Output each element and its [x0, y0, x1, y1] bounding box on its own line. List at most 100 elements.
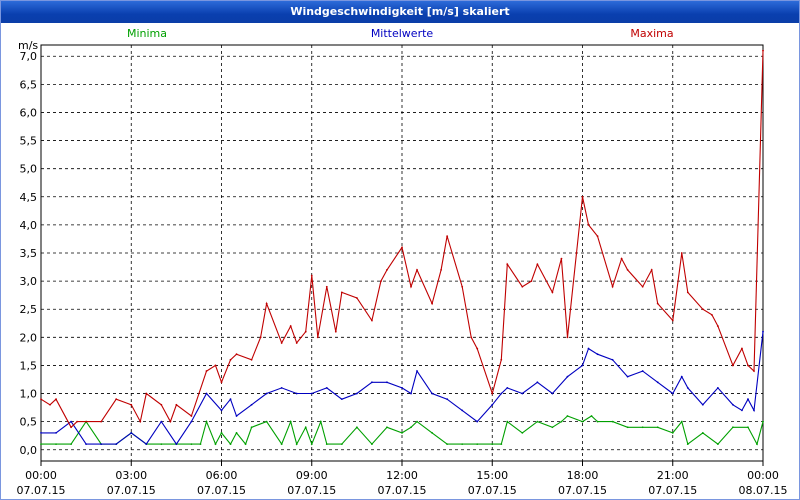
data-point-maxima: [220, 381, 223, 384]
data-point-mittelwerte: [100, 443, 103, 446]
y-tick-label: 5,5: [20, 135, 38, 148]
data-point-mittelwerte: [220, 409, 223, 412]
legend-minima: Minima: [127, 27, 167, 40]
data-point-minima: [641, 426, 644, 429]
data-point-maxima: [304, 330, 307, 333]
data-point-mittelwerte: [762, 330, 764, 333]
data-point-maxima: [265, 302, 268, 305]
data-point-maxima: [461, 285, 464, 288]
data-point-maxima: [753, 370, 755, 372]
data-point-mittelwerte: [596, 353, 599, 356]
data-point-mittelwerte: [160, 420, 163, 423]
data-point-maxima: [229, 358, 232, 361]
data-point-mittelwerte: [130, 431, 133, 434]
data-point-maxima: [139, 420, 142, 423]
data-point-mittelwerte: [410, 392, 412, 395]
data-point-minima: [626, 426, 629, 429]
data-point-mittelwerte: [506, 387, 509, 389]
series-line-minima: [41, 415, 764, 446]
wind-speed-chart: 0,0 0,5 1,0 1,5 2,0 2,5 3,0 3,5 4,0 4,5 5,0 5,5 6,0 6…: [17, 27, 788, 497]
data-point-maxima: [190, 415, 193, 417]
data-point-maxima: [205, 370, 208, 372]
data-point-maxima: [536, 263, 539, 266]
data-point-maxima: [259, 336, 262, 339]
data-point-maxima: [566, 336, 569, 339]
data-point-maxima: [431, 302, 433, 305]
data-point-mittelwerte: [235, 415, 238, 417]
data-point-maxima: [671, 319, 674, 322]
data-point-minima: [40, 443, 42, 446]
x-tick-time: 06:00: [206, 469, 238, 482]
data-point-mittelwerte: [551, 392, 554, 395]
data-point-maxima: [410, 285, 412, 288]
data-point-mittelwerte: [741, 409, 743, 412]
data-point-maxima: [250, 358, 253, 361]
x-tick-date: 07.07.15: [107, 484, 156, 497]
data-point-mittelwerte: [310, 392, 313, 395]
data-point-mittelwerte: [386, 381, 388, 384]
data-point-minima: [205, 420, 208, 423]
data-point-maxima: [160, 403, 163, 406]
data-point-minima: [671, 431, 674, 434]
data-point-minima: [160, 443, 163, 446]
data-point-maxima: [680, 252, 683, 254]
data-point-maxima: [575, 252, 578, 254]
data-point-mittelwerte: [145, 443, 148, 446]
data-point-minima: [250, 426, 253, 429]
data-point-maxima: [446, 235, 449, 238]
data-point-maxima: [355, 297, 358, 299]
y-tick-label: 0,0: [20, 444, 38, 457]
data-point-minima: [491, 443, 494, 446]
data-point-maxima: [506, 263, 509, 266]
data-point-maxima: [55, 398, 57, 401]
data-point-mittelwerte: [500, 392, 503, 395]
data-point-minima: [410, 426, 412, 429]
data-point-maxima: [235, 353, 238, 356]
data-point-maxima: [686, 291, 689, 294]
data-point-maxima: [500, 358, 503, 361]
y-tick-label: 7,0: [20, 50, 38, 63]
data-point-maxima: [100, 420, 103, 423]
series-line-mittelwerte: [41, 331, 764, 446]
y-tick-label: 3,0: [20, 275, 38, 288]
data-point-minima: [235, 431, 238, 434]
data-point-maxima: [334, 330, 337, 333]
x-tick-time: 18:00: [567, 469, 599, 482]
data-point-maxima: [295, 342, 298, 344]
data-point-maxima: [762, 49, 764, 52]
data-point-mittelwerte: [566, 375, 569, 378]
data-point-minima: [500, 443, 503, 446]
data-point-maxima: [40, 398, 42, 401]
y-tick-label: 3,5: [20, 247, 38, 260]
data-point-maxima: [340, 291, 343, 294]
data-point-maxima: [115, 398, 118, 401]
data-point-maxima: [316, 336, 319, 339]
data-point-minima: [416, 420, 418, 423]
data-point-minima: [431, 431, 433, 434]
data-point-minima: [295, 443, 298, 446]
data-point-maxima: [440, 268, 443, 271]
data-point-maxima: [716, 325, 719, 327]
data-point-minima: [701, 431, 704, 434]
data-point-minima: [310, 443, 313, 446]
legend-maxima: Maxima: [630, 27, 673, 40]
data-point-mittelwerte: [265, 392, 268, 395]
data-point-minima: [590, 415, 593, 417]
x-tick-time: 09:00: [296, 469, 328, 482]
data-point-mittelwerte: [280, 387, 283, 389]
data-point-minima: [536, 420, 539, 423]
data-point-mittelwerte: [747, 398, 749, 401]
data-point-mittelwerte: [325, 387, 328, 389]
data-point-mittelwerte: [115, 443, 118, 446]
data-point-maxima: [145, 392, 148, 395]
data-point-mittelwerte: [401, 387, 403, 389]
data-point-mittelwerte: [40, 431, 42, 434]
data-point-mittelwerte: [641, 370, 644, 372]
y-tick-label: 2,0: [20, 331, 38, 344]
data-point-minima: [214, 443, 217, 446]
window-title: Windgeschwindigkeit [m/s] skaliert: [1, 1, 799, 23]
x-tick-time: 21:00: [657, 469, 689, 482]
data-point-maxima: [741, 347, 743, 350]
data-point-maxima: [530, 280, 533, 283]
